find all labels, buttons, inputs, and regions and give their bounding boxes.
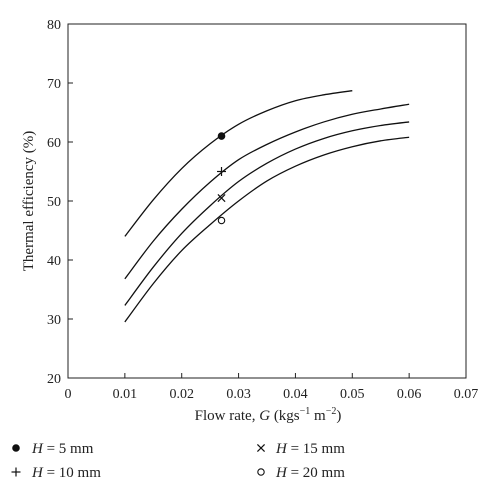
legend-marker-3 (256, 443, 266, 453)
series-line-2 (124, 103, 410, 280)
x-tick-label: 0.06 (397, 387, 422, 402)
series-marker-4 (217, 216, 226, 225)
x-tick-label: 0 (65, 387, 72, 402)
y-tick-label: 80 (47, 18, 61, 33)
x-tick-label: 0.02 (169, 387, 194, 402)
x-axis-title: Flow rate, G (kgs−1 m−2) (195, 406, 342, 424)
y-axis-title: Thermal efficiency (%) (21, 131, 37, 271)
y-tick-label: 30 (47, 313, 61, 328)
series-marker-3 (217, 194, 226, 203)
legend-marker-3-b (256, 443, 266, 453)
legend-marker-1 (12, 444, 20, 452)
plot-area: 0 0.01 0.02 0.03 0.04 0.05 0.06 0.07 20 30 40 50 60 7… (47, 18, 478, 402)
legend-label-3: H = 15 mm (275, 441, 345, 457)
x-tick-label: 0.07 (454, 387, 479, 402)
x-tick-label: 0.01 (113, 387, 138, 402)
y-tick-label: 50 (47, 195, 61, 210)
legend-label-1: H = 5 mm (31, 441, 94, 457)
legend: H = 5 mm H = 10 mm H = 15 mm H = 20 mm (11, 441, 345, 481)
x-tick-label: 0.03 (226, 387, 251, 402)
legend-marker-2 (11, 467, 21, 477)
y-tick-label: 70 (47, 77, 61, 92)
y-tick-label: 60 (47, 136, 61, 151)
legend-marker-4 (257, 468, 265, 476)
series-line-3 (124, 121, 410, 306)
x-tick-label: 0.05 (340, 387, 365, 402)
legend-label-4: H = 20 mm (275, 465, 345, 481)
series-marker-1 (217, 132, 226, 140)
y-tick-label: 20 (47, 372, 61, 387)
series-marker-3-b (217, 194, 226, 203)
series-marker-2 (217, 167, 227, 176)
x-tick-label: 0.04 (283, 387, 308, 402)
series-line-1 (124, 90, 353, 237)
plot-frame (67, 23, 467, 379)
series-line-4 (124, 136, 410, 323)
y-tick-label: 40 (47, 254, 61, 269)
legend-label-2: H = 10 mm (31, 465, 101, 481)
